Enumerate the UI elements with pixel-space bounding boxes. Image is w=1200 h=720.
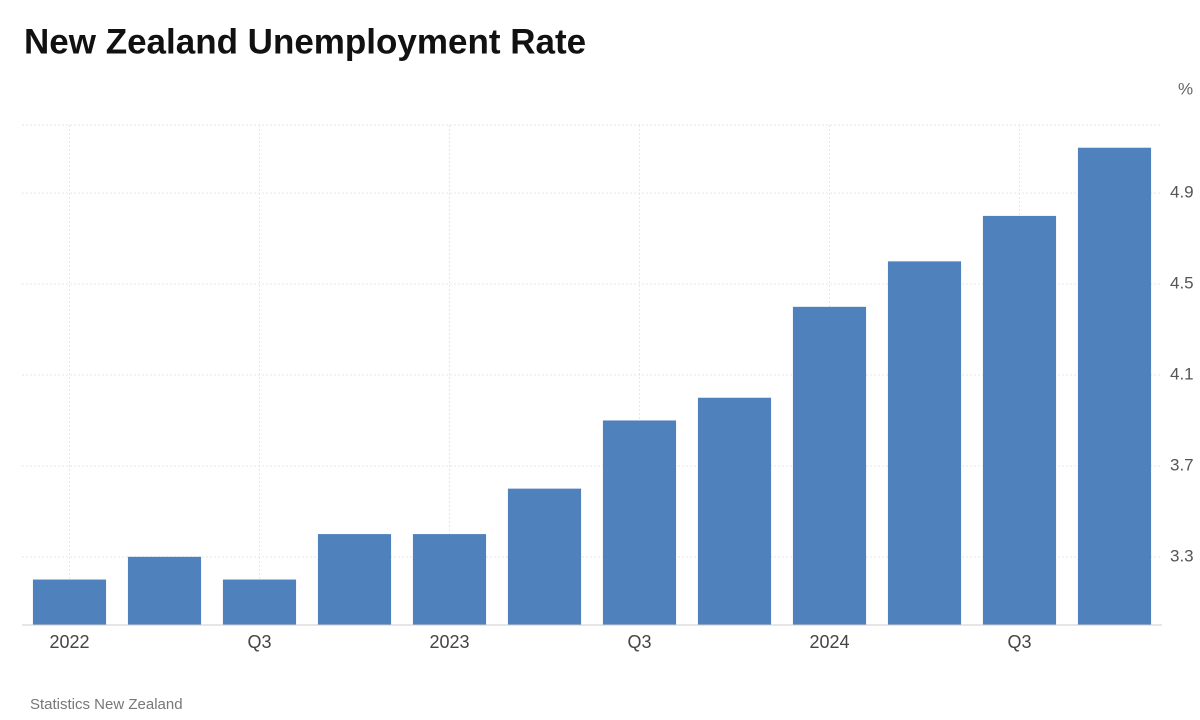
bar [602, 420, 677, 625]
y-tick-label: 3.3 [1170, 546, 1194, 565]
bar [222, 579, 297, 625]
bar [127, 556, 202, 625]
unit-label: % [1178, 79, 1193, 98]
bar [1077, 147, 1152, 625]
y-tick-label: 4.1 [1170, 364, 1194, 383]
bar [507, 488, 582, 625]
bar [982, 215, 1057, 625]
x-tick-label: Q3 [1007, 632, 1031, 652]
x-tick-label: 2022 [49, 632, 89, 652]
bar [412, 534, 487, 625]
chart-title: New Zealand Unemployment Rate [24, 22, 586, 61]
source: Statistics New Zealand [30, 696, 183, 713]
x-tick-label: 2023 [429, 632, 469, 652]
bar [887, 261, 962, 625]
bar [697, 397, 772, 625]
bar [317, 534, 392, 625]
y-tick-label: 3.7 [1170, 455, 1194, 474]
x-tick-label: Q3 [627, 632, 651, 652]
y-tick-label: 4.5 [1170, 274, 1194, 293]
bar [792, 306, 867, 625]
y-tick-label: 4.9 [1170, 183, 1194, 202]
x-tick-label: 2024 [809, 632, 849, 652]
bar [32, 579, 107, 625]
x-tick-label: Q3 [247, 632, 271, 652]
